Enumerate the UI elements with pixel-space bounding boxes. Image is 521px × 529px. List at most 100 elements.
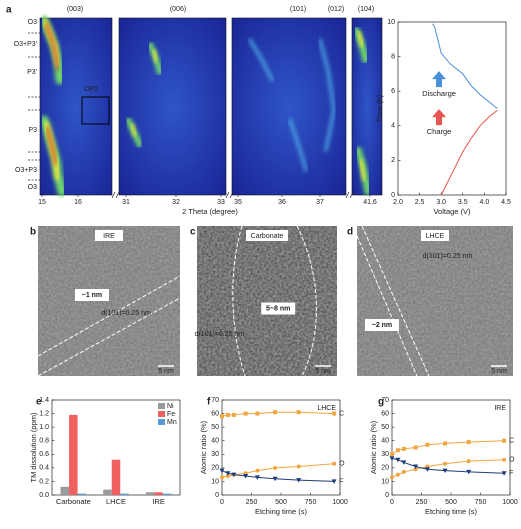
legend-arrow — [432, 71, 447, 88]
marker — [413, 445, 418, 450]
heatmap-streak — [129, 122, 138, 138]
phase-label: O3 — [28, 184, 37, 191]
peak-label: (006) — [170, 6, 186, 13]
legend-label: Mn — [167, 419, 177, 426]
marker — [225, 474, 230, 478]
heatmap-streak — [151, 48, 159, 64]
x-tick-label: 0 — [220, 499, 224, 506]
x-tick-label: 31 — [122, 199, 130, 206]
x-tick-label: 2.5 — [415, 199, 425, 206]
y-tick-label: 0 — [215, 492, 219, 499]
x-tick-label: LHCE — [106, 497, 126, 506]
label-box — [364, 319, 399, 331]
interface-line — [296, 225, 317, 377]
y-tick-label: 60 — [211, 410, 219, 417]
marker — [401, 446, 406, 451]
marker — [225, 412, 230, 417]
chart-title: IRE — [494, 405, 506, 412]
tem-texture — [38, 226, 180, 376]
panel-label: c — [190, 227, 196, 238]
x-tick-label: 3.5 — [458, 199, 468, 206]
x-axis-label: Voltage (V) — [433, 207, 471, 216]
series-label: C — [509, 438, 514, 445]
marker — [401, 460, 407, 465]
marker — [390, 475, 394, 480]
heatmap-panel — [351, 17, 383, 196]
label-box — [74, 289, 109, 301]
y-tick-label: 50 — [381, 424, 389, 431]
interface-line — [361, 225, 430, 377]
y-tick-label: 40 — [211, 438, 219, 445]
y-tick-label: 1.4 — [39, 397, 49, 404]
label-box — [421, 230, 449, 241]
marker — [254, 475, 260, 480]
x-tick-label: 1000 — [332, 499, 348, 506]
chart-title: LHCE — [317, 405, 336, 412]
layer-thickness: ~1 nm — [82, 292, 102, 299]
marker — [442, 468, 448, 474]
marker — [272, 476, 278, 482]
legend-swatch — [158, 403, 165, 409]
phase-label: O3+P3 — [15, 167, 37, 174]
region-label: OP2 — [84, 86, 98, 93]
marker — [296, 410, 301, 415]
y-axis-label: Atomic ratio (%) — [369, 420, 378, 474]
marker — [296, 478, 302, 483]
plot-frame — [391, 399, 511, 496]
heatmap-streak — [358, 158, 367, 182]
marker — [296, 464, 301, 469]
series-line — [432, 23, 498, 109]
heatmap-streak — [44, 22, 60, 72]
y-tick-label: 0.0 — [39, 492, 49, 499]
x-tick-label: 3.0 — [436, 199, 446, 206]
y-tick-label: 0.2 — [39, 478, 49, 485]
bar — [60, 486, 70, 495]
interface-line — [37, 297, 181, 377]
y-tick-label: 50 — [211, 424, 219, 431]
tem-texture — [357, 226, 513, 376]
marker — [332, 411, 337, 416]
phase-label: P3 — [28, 127, 37, 134]
marker — [273, 465, 278, 470]
x-axis-label: Etching time (s) — [255, 507, 308, 516]
legend-swatch — [158, 419, 165, 425]
bar — [103, 489, 112, 495]
series-line — [221, 470, 335, 482]
tem-title: Carbonate — [251, 233, 284, 240]
series-label: F — [509, 470, 513, 477]
y-tick-label: 40 — [381, 438, 389, 445]
layer-thickness: ~2 nm — [372, 322, 392, 329]
marker — [395, 472, 400, 477]
x-tick-label: 32 — [172, 199, 180, 206]
x-tick-label: IRE — [152, 497, 165, 506]
scale-label: 5 nm — [315, 368, 331, 375]
marker — [401, 469, 406, 474]
y-tick-label: 60 — [381, 410, 389, 417]
y-axis-label: TM dissolution (ppm) — [29, 412, 38, 483]
panel-label: g — [378, 397, 384, 408]
y-tick-label: 0.4 — [39, 465, 49, 472]
bar — [77, 493, 87, 495]
y-tick-label: 0 — [385, 492, 389, 499]
x-tick-label: 16 — [74, 199, 82, 206]
marker — [502, 438, 507, 443]
marker — [243, 411, 248, 416]
x-tick-label: 4.5 — [501, 199, 511, 206]
heatmap-streak — [288, 118, 308, 172]
d-spacing: d(101)=0.25 nm — [101, 310, 151, 317]
bar — [162, 493, 172, 495]
marker — [225, 471, 231, 476]
phase-label: O3 — [28, 19, 37, 26]
y-tick-label: 20 — [211, 465, 219, 472]
y-axis-label: Atomic ratio (%) — [199, 420, 208, 474]
marker — [273, 410, 278, 415]
panel-label: d — [347, 227, 353, 238]
marker — [390, 452, 394, 457]
x-tick-label: 15 — [38, 199, 46, 206]
y-tick-label: 4 — [391, 123, 395, 130]
marker — [231, 412, 236, 417]
x-tick-label: 1000 — [502, 499, 518, 506]
series-label: O — [509, 457, 515, 464]
y-tick-label: 1.0 — [39, 424, 49, 431]
region-box — [81, 96, 110, 125]
